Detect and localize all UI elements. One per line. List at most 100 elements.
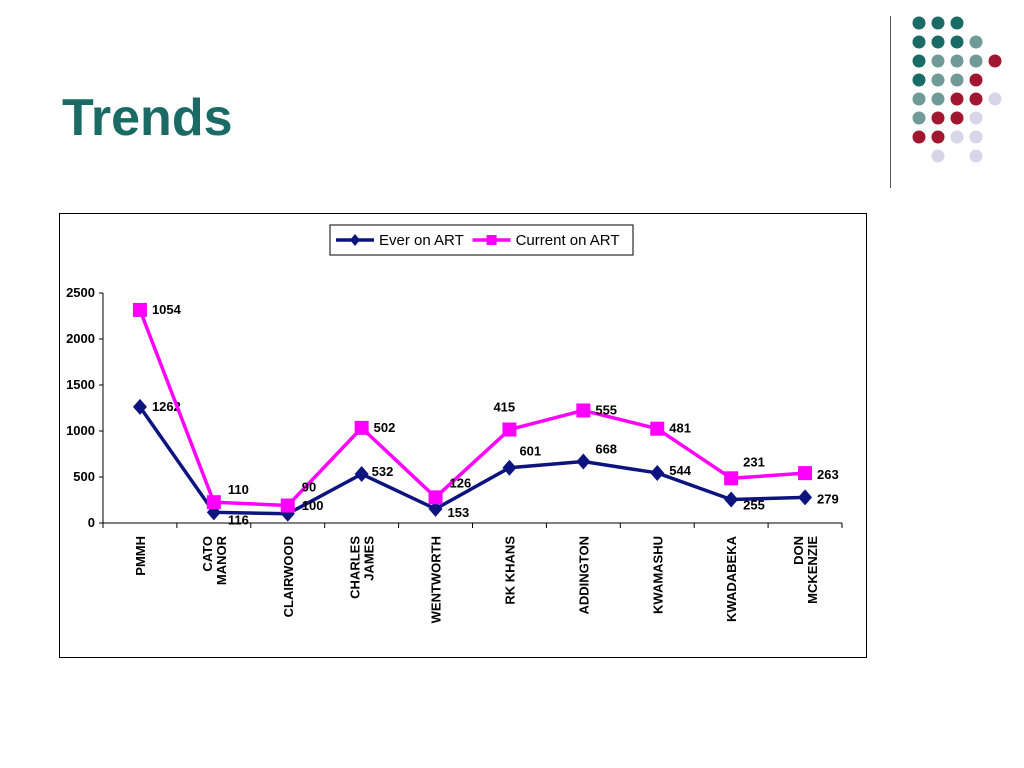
data-label: 231 — [743, 454, 765, 469]
data-label: 126 — [450, 475, 472, 490]
series-line — [138, 309, 806, 508]
data-point — [650, 464, 665, 481]
decorative-dot — [912, 35, 926, 49]
y-tick-label: 1500 — [66, 377, 95, 392]
decorative-dot — [988, 92, 1002, 106]
decorative-dot — [912, 111, 926, 125]
series-line — [138, 405, 806, 516]
decorative-dot — [950, 16, 964, 30]
y-tick-label: 2000 — [66, 331, 95, 346]
chart-series: 1262 116 100 532 153 601 668 544 255 279 1054 110 90… — [132, 302, 839, 527]
data-label: 153 — [448, 505, 470, 520]
x-tick-label: MANOR — [214, 535, 229, 585]
data-point — [798, 489, 813, 506]
divider-line — [890, 16, 891, 188]
data-label: 90 — [302, 480, 316, 495]
decorative-dot — [969, 111, 983, 125]
data-point — [354, 420, 369, 435]
decorative-dot — [969, 92, 983, 106]
x-tick-label: DON — [791, 536, 806, 565]
x-tick-label: JAMES — [362, 536, 377, 581]
x-tick-label: ADDINGTON — [576, 536, 591, 614]
data-label: 263 — [817, 467, 839, 482]
x-tick-label: KWADABEKA — [724, 535, 739, 622]
decorative-dot — [969, 73, 983, 87]
legend-label: Current on ART — [516, 232, 620, 249]
decorative-dot — [912, 54, 926, 68]
y-tick-label: 0 — [88, 515, 95, 530]
data-label: 532 — [372, 464, 394, 479]
data-label: 110 — [228, 482, 249, 497]
data-label: 544 — [669, 463, 691, 478]
x-tick-label: CLAIRWOOD — [281, 536, 296, 617]
data-point — [354, 466, 369, 483]
data-point — [280, 498, 295, 513]
decorative-dot — [950, 73, 964, 87]
data-point — [132, 302, 147, 317]
chart-axes: 0 500 1000 1500 2000 2500 PMMH CATO MANOR CLAIRWO… — [66, 285, 843, 623]
data-label: 502 — [374, 420, 396, 435]
decorative-dot — [931, 149, 945, 163]
x-tick-label: PMMH — [133, 536, 148, 576]
x-tick-label: WENTWORTH — [429, 536, 444, 623]
decorative-dot — [950, 35, 964, 49]
data-label: 1262 — [152, 399, 181, 414]
decorative-dot — [931, 35, 945, 49]
decorative-dot — [912, 73, 926, 87]
x-tick-label: CATO — [200, 536, 215, 572]
data-point — [576, 403, 591, 418]
data-point — [206, 495, 221, 510]
data-label: 279 — [817, 491, 839, 506]
x-tick-label: RK KHANS — [502, 536, 517, 605]
data-point — [650, 421, 665, 436]
decorative-dot — [950, 92, 964, 106]
decorative-dot — [969, 149, 983, 163]
data-label: 255 — [743, 498, 765, 513]
data-label: 555 — [595, 402, 617, 417]
decorative-dot — [950, 130, 964, 144]
decorative-dot — [988, 54, 1002, 68]
data-point — [428, 500, 443, 517]
legend-swatch-marker — [486, 235, 497, 245]
legend-label: Ever on ART — [379, 232, 464, 249]
decorative-dot — [931, 73, 945, 87]
chart-frame — [59, 213, 867, 658]
decorative-dot — [912, 92, 926, 106]
data-point — [724, 491, 739, 508]
data-label: 116 — [228, 512, 249, 527]
decorative-dot-grid — [912, 16, 1002, 163]
data-point — [428, 490, 443, 505]
chart-legend: Ever on ART Current on ART — [329, 224, 634, 256]
y-tick-label: 1000 — [66, 423, 95, 438]
data-label: 100 — [302, 498, 324, 513]
decorative-dot — [950, 54, 964, 68]
data-label: 601 — [519, 444, 541, 459]
data-point — [724, 471, 739, 486]
y-tick-label: 2500 — [66, 285, 95, 300]
data-point — [798, 466, 813, 481]
decorative-dot — [931, 130, 945, 144]
decorative-dot — [950, 111, 964, 125]
decorative-dot — [931, 111, 945, 125]
y-tick-label: 500 — [73, 469, 95, 484]
data-label: 668 — [595, 442, 617, 457]
data-point — [502, 459, 517, 476]
data-label: 415 — [493, 400, 515, 415]
x-tick-label: CHARLES — [348, 536, 363, 599]
decorative-dot — [931, 16, 945, 30]
data-label: 481 — [669, 421, 691, 436]
decorative-dot — [912, 16, 926, 30]
decorative-dot — [931, 92, 945, 106]
data-point — [502, 422, 517, 437]
decorative-dot — [969, 54, 983, 68]
legend-swatch-marker — [350, 234, 360, 246]
data-label: 1054 — [152, 302, 182, 317]
slide-title: Trends — [62, 89, 233, 147]
decorative-dot — [969, 35, 983, 49]
data-point — [576, 453, 591, 470]
x-tick-label: MCKENZIE — [805, 536, 820, 604]
x-tick-label: KWAMASHU — [650, 536, 665, 614]
data-point — [132, 398, 147, 415]
decorative-dot — [931, 54, 945, 68]
